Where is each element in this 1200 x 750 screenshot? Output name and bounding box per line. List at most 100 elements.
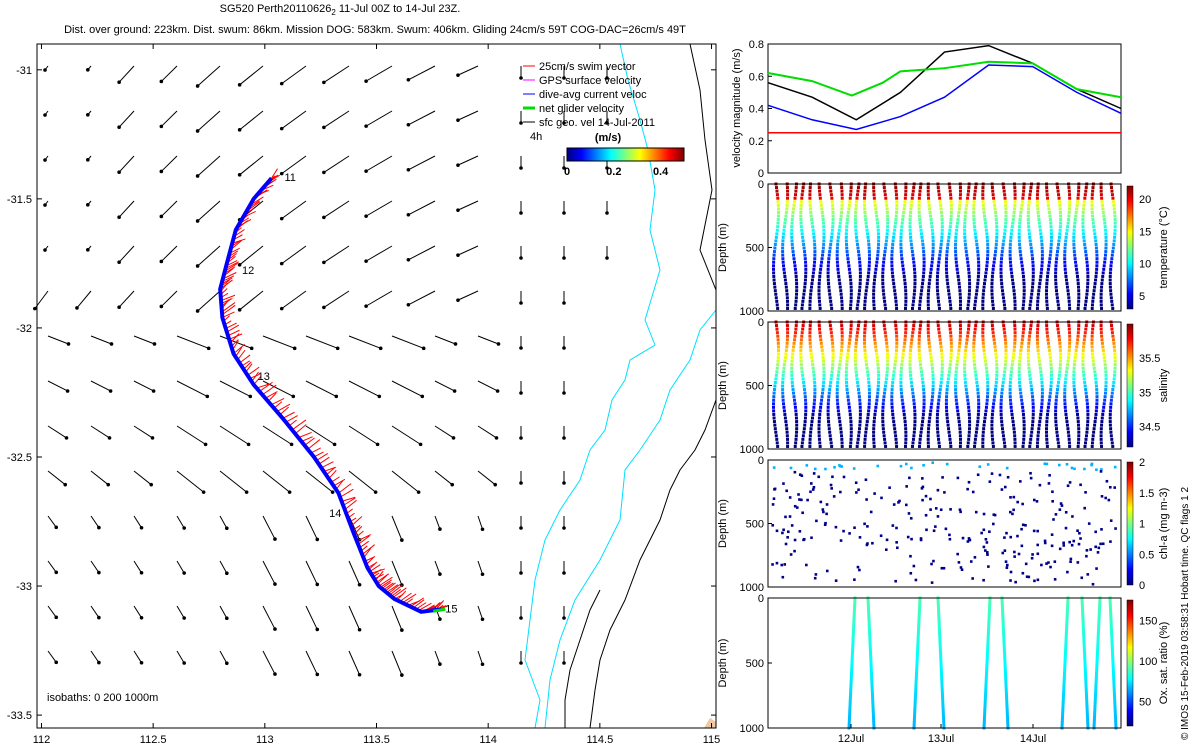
current-arrow: [348, 335, 381, 349]
profile-dot: [967, 538, 971, 542]
profile-dot: [1038, 225, 1042, 229]
profile-dot: [858, 427, 862, 431]
profile-dot: [814, 573, 818, 576]
profile-dot: [899, 228, 903, 232]
profile-dot: [955, 359, 959, 363]
profile-dot: [858, 416, 862, 420]
profile-dot: [1040, 267, 1044, 271]
profile-dot: [884, 338, 888, 342]
swim-vector: [338, 483, 352, 494]
profile-dot: [981, 193, 985, 197]
profile-dot: [934, 507, 938, 510]
profile-dot: [1062, 690, 1066, 694]
profile-dot: [1049, 377, 1053, 381]
profile-dot: [845, 250, 849, 254]
arrow-head: [605, 256, 609, 260]
profile-dot: [1099, 331, 1103, 335]
profile-dot: [801, 186, 805, 190]
profile-dot: [1056, 437, 1060, 441]
profile-dot: [1035, 200, 1039, 204]
profile-dot: [1113, 486, 1117, 489]
profile-dot: [899, 250, 903, 254]
profile-dot: [1036, 186, 1040, 190]
arrow-head: [65, 389, 70, 393]
coastline: [524, 43, 661, 729]
profile-dot: [954, 373, 958, 377]
profile-dot: [1018, 242, 1022, 246]
profile-dot: [1064, 271, 1068, 275]
profile-dot: [1111, 384, 1115, 388]
profile-dot: [876, 221, 880, 225]
arrow-head: [378, 346, 383, 351]
profile-dot: [1101, 210, 1105, 214]
profile-dot: [800, 196, 804, 200]
profile-dot: [890, 384, 894, 388]
colorbar-tick: 100: [1139, 656, 1157, 668]
profile-dot: [1090, 341, 1094, 345]
profile-dot: [1081, 363, 1085, 367]
profile-dot: [990, 423, 994, 427]
current-arrow: [133, 335, 155, 345]
profile-dot: [1002, 377, 1006, 381]
profile-dot: [821, 359, 825, 363]
profile-dot: [912, 324, 916, 328]
profile-dot: [1067, 207, 1071, 211]
profile-dot: [1081, 625, 1085, 629]
profile-dot: [785, 296, 789, 300]
profile-dot: [853, 356, 857, 360]
profile-dot: [873, 416, 877, 420]
profile-dot: [783, 356, 787, 360]
profile-dot: [802, 246, 806, 250]
profile-dot: [858, 267, 862, 271]
profile-dot: [846, 395, 850, 399]
profile-dot: [1095, 267, 1099, 271]
profile-dot: [836, 373, 840, 377]
profile-dot: [782, 402, 786, 406]
arrow-head: [322, 170, 326, 175]
current-arrow: [118, 200, 135, 218]
profile-dot: [1003, 658, 1007, 662]
profile-dot: [928, 274, 932, 278]
profile-dot: [967, 274, 971, 278]
profile-dot: [805, 563, 808, 567]
profile-dot: [1049, 232, 1053, 236]
profile-dot: [791, 352, 795, 356]
profile-dot: [1104, 232, 1108, 236]
profile-dot: [794, 271, 798, 275]
profile-dot: [1017, 552, 1021, 556]
profile-dot: [913, 420, 917, 424]
profile-dot: [840, 196, 844, 200]
profile-dot: [1068, 334, 1072, 338]
profile-dot: [771, 563, 774, 566]
profile-dot: [872, 721, 876, 725]
colorbar-tick: 0: [1139, 580, 1145, 592]
profile-dot: [958, 193, 962, 197]
profile-dot: [1002, 648, 1006, 652]
profile-dot: [1104, 228, 1108, 232]
profile-dot: [781, 398, 785, 402]
profile-dot: [1036, 345, 1040, 349]
profile-dot: [1067, 218, 1071, 222]
profile-dot: [891, 524, 895, 527]
profile-dot: [851, 643, 855, 647]
profile-dot: [917, 338, 921, 342]
x-tick-label: 113: [256, 734, 274, 746]
profile-dot: [937, 444, 941, 448]
profile-dot: [842, 475, 846, 479]
profile-dot: [832, 495, 836, 498]
profile-dot: [1085, 292, 1089, 296]
profile-dot: [849, 278, 853, 282]
profile-dot: [948, 228, 952, 232]
profile-dot: [949, 207, 953, 211]
profile-dot: [917, 627, 921, 631]
arrow-head: [225, 616, 229, 621]
profile-dot: [1003, 669, 1007, 673]
profile-dot: [1083, 444, 1087, 448]
profile-dot: [938, 391, 942, 395]
profile-dot: [1084, 391, 1088, 395]
profile-dot: [1049, 221, 1053, 225]
profile-dot: [844, 370, 848, 374]
profile-dot: [948, 434, 952, 438]
arrow-head: [108, 389, 113, 393]
profile-dot: [1065, 232, 1069, 236]
